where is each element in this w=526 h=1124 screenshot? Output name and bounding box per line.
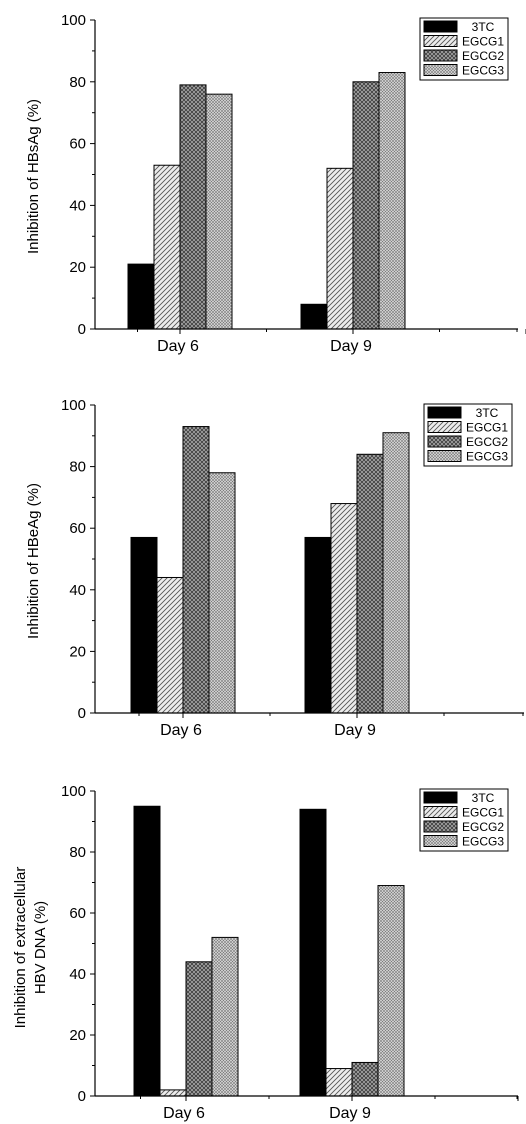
legend-swatch-egcg1 [423,806,458,818]
bar-3tc-day-6 [133,805,161,1097]
legend-label: 3TC [472,791,495,805]
bar-egcg1-day-6 [159,1089,187,1097]
x-category-label: Day 9 [334,722,376,739]
y-tick-label: 20 [69,259,86,276]
legend-swatch-egcg3 [423,64,458,76]
bar-egcg3-day-6 [208,472,236,714]
bar-3tc-day-6 [130,536,158,714]
bar-egcg1-day-6 [156,576,184,714]
bar-egcg2-day-9 [352,81,380,330]
legend-label: EGCG2 [462,49,504,63]
legend-label: EGCG2 [462,820,504,834]
legend-label: EGCG3 [462,64,504,78]
legend-swatch-egcg2 [427,435,462,448]
y-axis-title-line-2: HBV DNA (%) [32,901,49,994]
bar-3tc-day-9 [299,808,327,1097]
x-category-label: Day 6 [163,1105,205,1122]
y-tick-label: 60 [69,905,86,922]
y-tick-label: 0 [78,321,86,338]
x-category-label: Day 9 [329,1105,371,1122]
bar-egcg1-day-9 [330,503,358,714]
chart-panel-3: 0 20 40 60 80 100 Day 6 Day 9 Inhibition of extr… [12,783,519,1122]
bar-egcg2-day-6 [182,426,210,714]
bar-3tc-day-6 [127,263,155,330]
y-tick-label: 0 [78,705,86,722]
legend-swatch-3tc [423,791,458,804]
y-tick-label: 40 [69,582,86,599]
y-tick-label: 40 [69,966,86,983]
bar-egcg2-day-6 [179,84,207,330]
legend-swatch-3tc [423,20,458,33]
y-axis-title: Inhibition of extracellular [12,867,29,1029]
y-tick-label: 0 [78,1088,86,1105]
x-category-label: Day 6 [160,722,202,739]
y-tick-label: 100 [61,397,86,414]
bar-egcg1-day-9 [326,167,354,330]
legend-swatch-egcg1 [427,421,462,433]
legend-swatch-egcg3 [423,835,458,847]
bar-egcg3-day-6 [205,93,233,330]
y-axis-title: Inhibition of HBsAg (%) [25,99,42,254]
chart-panel-1: 0 20 40 60 80 100 Day 6 Day 9 Inhibition of HBsA… [25,12,526,355]
legend-label: 3TC [472,20,495,34]
bar-egcg1-day-9 [325,1068,353,1097]
legend-swatch-3tc [427,406,462,419]
legend-swatch-egcg1 [423,35,458,47]
y-tick-label: 80 [69,459,86,476]
bar-egcg2-day-9 [351,1061,379,1097]
legend-label: EGCG1 [466,421,508,435]
y-tick-label: 80 [69,844,86,861]
legend-label: EGCG1 [462,35,504,49]
bar-egcg1-day-6 [153,164,181,330]
bar-3tc-day-9 [300,303,328,330]
y-axis-title: Inhibition of HBeAg (%) [25,483,42,639]
legend-swatch-egcg2 [423,49,458,62]
y-tick-label: 20 [69,643,86,660]
legend-label: 3TC [476,406,499,420]
x-category-label: Day 6 [157,338,199,355]
bar-egcg3-day-9 [382,432,410,714]
chart-panel-2: 0 20 40 60 80 100 Day 6 Day 9 Inhibition of HBeA… [25,397,524,739]
legend-swatch-egcg2 [423,820,458,833]
y-tick-label: 80 [69,74,86,91]
bar-3tc-day-9 [304,536,332,714]
y-tick-label: 100 [61,12,86,29]
y-tick-label: 20 [69,1027,86,1044]
bar-egcg2-day-9 [356,453,384,714]
legend-label: EGCG3 [462,835,504,849]
bar-egcg3-day-9 [377,885,405,1097]
legend-label: EGCG1 [462,806,504,820]
legend-label: EGCG2 [466,435,508,449]
bar-egcg3-day-9 [378,72,406,330]
legend-label: EGCG3 [466,450,508,464]
y-tick-label: 60 [69,136,86,153]
x-category-label: Day 9 [330,338,372,355]
bar-egcg2-day-6 [185,961,213,1097]
legend-swatch-egcg3 [427,450,462,462]
bar-egcg3-day-6 [211,936,239,1097]
y-tick-label: 60 [69,520,86,537]
y-tick-label: 40 [69,197,86,214]
y-tick-label: 100 [61,783,86,800]
